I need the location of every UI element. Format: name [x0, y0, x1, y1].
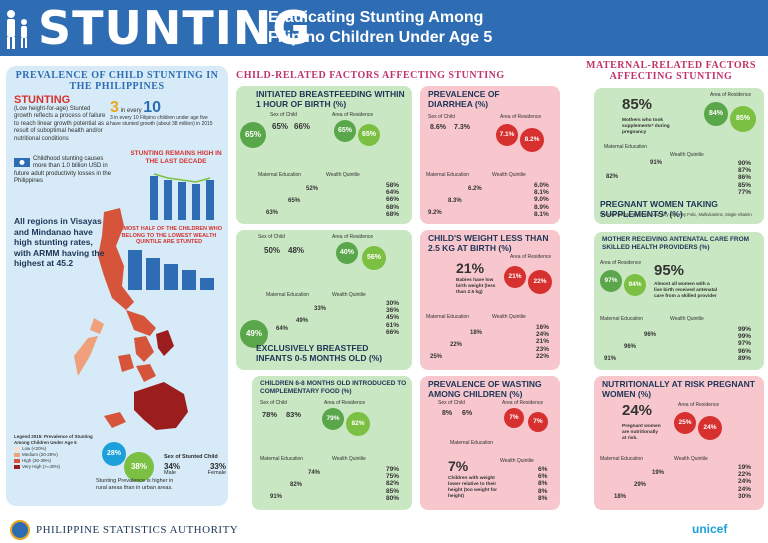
- wealth-quintile-bar-chart: [128, 250, 214, 290]
- maternal-factors-title: MATERNAL-RELATED FACTORS AFFECTING STUNT…: [586, 60, 756, 82]
- wealth-values: 19% 22% 24% 24% 30%: [738, 464, 752, 500]
- remains-high-label: STUNTING REMAINS HIGH IN THE LAST DECADE: [130, 150, 222, 165]
- wealth-values: 99% 99% 97% 96% 89%: [738, 326, 752, 362]
- all-regions-note: All regions in Visayas and Mindanao have…: [14, 216, 105, 268]
- card-title: CHILDREN 6-8 MONTHS OLD INTRODUCED TO CO…: [260, 380, 407, 395]
- stunting-label: STUNTING: [14, 94, 71, 106]
- prevalence-heading: PREVALENCE OF CHILD STUNTING IN THE PHIL…: [15, 70, 219, 92]
- card-breastfeeding: INITIATED BREASTFEEDING WITHIN 1 HOUR OF…: [236, 86, 412, 224]
- overall-pct: 65%: [240, 122, 266, 148]
- family-icon: [7, 10, 27, 49]
- psa-name: PHILIPPINE STATISTICS AUTHORITY: [36, 524, 239, 536]
- header-banner: STUNTING Eradicating Stunting Among Fili…: [0, 0, 768, 56]
- map-legend: Legend 2015: Prevalence of Stunting Amon…: [14, 434, 94, 470]
- rural-note: Stunting Prevalence is higher in rural a…: [96, 478, 174, 491]
- money-icon: [14, 158, 30, 167]
- page-title: STUNTING: [38, 1, 312, 55]
- card-exclusive-breastfeeding: 49% Sex of Child 50% 48% Area of Residen…: [236, 230, 412, 370]
- card-title: MOTHER RECEIVING ANTENATAL CARE FROM SKI…: [602, 236, 750, 251]
- rural-pct: 38%: [124, 452, 154, 482]
- sex-stunted-child: Sex of Stunted Child 34% 33% Male Female: [164, 454, 226, 476]
- overall-pct: 49%: [240, 320, 268, 348]
- card-antenatal: MOTHER RECEIVING ANTENATAL CARE FROM SKI…: [594, 232, 764, 370]
- cost-stat: Childhood stunting causes more than 1.0 …: [14, 156, 112, 185]
- wealth-values: 16% 24% 21% 23% 22%: [536, 324, 550, 360]
- stunting-definition: (Low height-for-age) Stunted growth refl…: [14, 106, 110, 142]
- child-factors-title: CHILD-RELATED FACTORS AFFECTING STUNTING: [236, 70, 505, 81]
- wealth-values: 30% 36% 45% 61% 66%: [386, 300, 400, 336]
- legend-item: Low (<20%): [14, 446, 94, 452]
- card-at-risk: NUTRITIONALLY AT RISK PREGNANT WOMEN (%)…: [594, 376, 764, 510]
- card-low-birth-weight: CHILD'S WEIGHT LESS THAN 2.5 KG AT BIRTH…: [420, 230, 560, 370]
- card-title: PREGNANT WOMEN TAKING SUPPLEMENTS* (%): [600, 199, 718, 219]
- wealth-values: 79% 75% 82% 85% 80%: [386, 466, 400, 502]
- legend-item: High (30-39%): [14, 458, 94, 464]
- psa-seal-icon: [10, 520, 30, 540]
- card-supplements: 85% Mothers who took supplements* during…: [594, 88, 764, 224]
- card-complementary-food: CHILDREN 6-8 MONTHS OLD INTRODUCED TO CO…: [252, 376, 412, 510]
- urban-rural-bubbles: 28% 38%: [102, 440, 162, 484]
- ratio-stat: 3 in every 10 3 in every 10 Filipino chi…: [110, 99, 213, 128]
- card-title: PREVALENCE OF DIARRHEA (%): [428, 89, 500, 109]
- legend-item: Medium (20-29%): [14, 452, 94, 458]
- card-wasting: PREVALENCE OF WASTING AMONG CHILDREN (%)…: [420, 376, 560, 510]
- trend-bar-chart: [150, 173, 214, 220]
- urban-pct: 28%: [102, 442, 126, 466]
- card-title: INITIATED BREASTFEEDING WITHIN 1 HOUR OF…: [256, 89, 405, 109]
- wealth-values: 6% 6% 8% 8% 8%: [538, 466, 548, 502]
- wealth-values: 90% 87% 86% 85% 77%: [738, 160, 752, 196]
- card-title: CHILD'S WEIGHT LESS THAN 2.5 KG AT BIRTH…: [428, 233, 549, 253]
- prevalence-panel: PREVALENCE OF CHILD STUNTING IN THE PHIL…: [6, 66, 228, 506]
- unicef-logo: unicef: [692, 522, 728, 536]
- card-title: PREVALENCE OF WASTING AMONG CHILDREN (%): [428, 379, 542, 399]
- page-subtitle: Eradicating Stunting Among Filipino Chil…: [268, 9, 493, 46]
- card-title: EXCLUSIVELY BREASTFED INFANTS 0-5 MONTHS…: [256, 343, 383, 363]
- wealth-values: 6.0% 8.1% 9.0% 8.9% 8.1%: [534, 182, 549, 218]
- card-diarrhea: PREVALENCE OF DIARRHEA (%) Sex of Child …: [420, 86, 560, 224]
- footer: PHILIPPINE STATISTICS AUTHORITY unicef: [0, 516, 768, 543]
- card-title: NUTRITIONALLY AT RISK PREGNANT WOMEN (%): [602, 379, 756, 399]
- legend-item: Very High (>=40%): [14, 464, 94, 470]
- almost-half-label: ALMOST HALF OF THE CHILDREN WHO BELONG T…: [115, 226, 223, 245]
- wealth-values: 58% 64% 66% 68% 68%: [386, 182, 400, 218]
- philippines-map: [74, 208, 188, 430]
